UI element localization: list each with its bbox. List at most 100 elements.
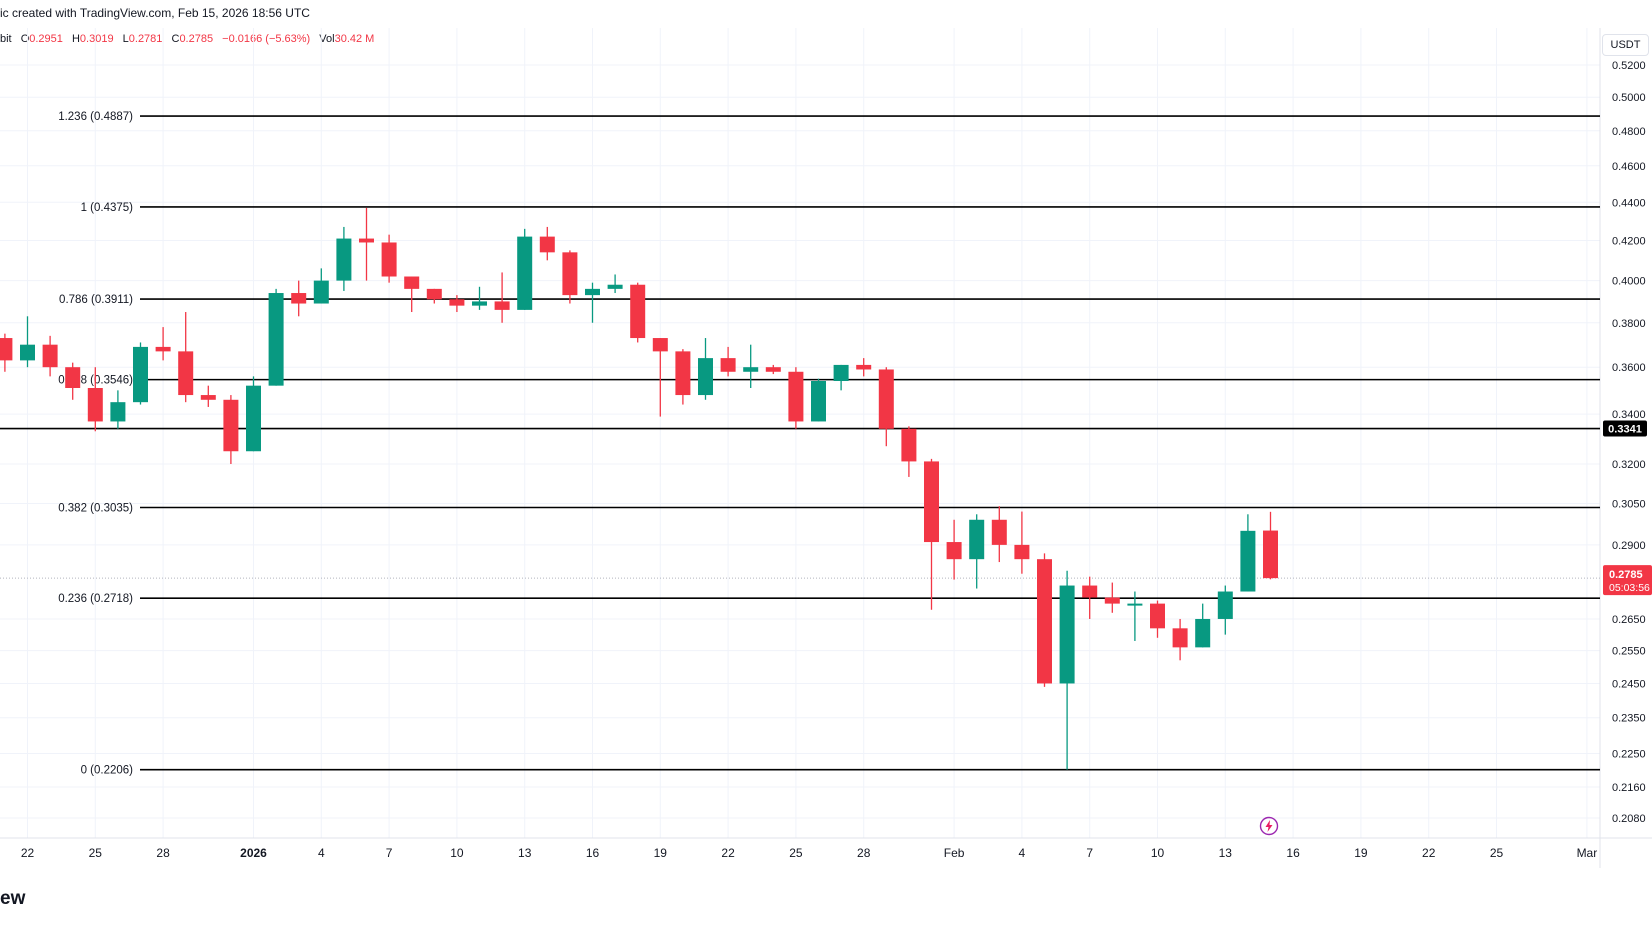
candle-body-down bbox=[1150, 603, 1165, 629]
candle-body-down bbox=[178, 351, 194, 396]
candle-body-down bbox=[991, 519, 1007, 545]
symbol-label[interactable]: bit bbox=[0, 33, 12, 45]
fib-level-label: 0 (0.2206) bbox=[81, 765, 134, 777]
candle-body-down bbox=[652, 338, 668, 352]
y-tick-label: 0.5000 bbox=[1612, 92, 1646, 104]
y-tick-label: 0.4400 bbox=[1612, 197, 1646, 209]
x-tick-label: Feb bbox=[944, 846, 965, 860]
x-tick-label: 4 bbox=[318, 846, 325, 860]
candle-body-down bbox=[1037, 559, 1052, 684]
candle-body-up bbox=[472, 301, 487, 306]
y-tick-label: 0.2350 bbox=[1612, 713, 1646, 725]
open-value: 0.2951 bbox=[29, 33, 63, 45]
volume-key: Vol bbox=[319, 33, 335, 45]
x-tick-label: 25 bbox=[1490, 846, 1504, 860]
x-tick-label: 7 bbox=[386, 846, 393, 860]
y-tick-label: 0.2900 bbox=[1612, 540, 1646, 552]
x-tick-label: 25 bbox=[789, 846, 803, 860]
candle-body-up bbox=[1127, 603, 1143, 606]
candle-body-down bbox=[426, 288, 442, 300]
candle-body-down bbox=[1263, 530, 1278, 579]
candle-body-down bbox=[42, 344, 58, 368]
lightning-bolt-icon[interactable] bbox=[1259, 816, 1279, 836]
candle-body-down bbox=[675, 351, 691, 396]
candle-body-up bbox=[133, 346, 148, 403]
fib-level-label: 0.382 (0.3035) bbox=[58, 502, 133, 514]
horizontal-level-badge bbox=[1603, 420, 1647, 437]
candle-body-down bbox=[562, 252, 578, 296]
fib-level-label: 0.786 (0.3911) bbox=[59, 294, 133, 306]
candle-body-up bbox=[110, 402, 126, 422]
candle-body-down bbox=[539, 236, 555, 253]
high-value: 0.3019 bbox=[79, 33, 114, 45]
x-tick-label: 16 bbox=[1286, 846, 1300, 860]
last-price-badge bbox=[1603, 565, 1652, 596]
y-tick-label: 0.2450 bbox=[1612, 678, 1646, 690]
low-key: L bbox=[122, 33, 129, 45]
fib-level-label: 1 (0.4375) bbox=[81, 202, 134, 214]
candle-body-down bbox=[765, 367, 781, 372]
candle-body-down bbox=[449, 299, 465, 306]
candle-body-up bbox=[246, 385, 261, 452]
change-value: −0.0166 (−5.63%) bbox=[222, 33, 311, 45]
candle-body-down bbox=[720, 358, 736, 372]
candle-body-down bbox=[0, 338, 13, 361]
candle-body-up bbox=[1059, 585, 1075, 684]
y-tick-label: 0.4800 bbox=[1612, 126, 1646, 138]
candle-body-down bbox=[223, 399, 239, 452]
candle-body-down bbox=[878, 369, 894, 429]
candle-body-up bbox=[313, 280, 329, 304]
currency-unit-button[interactable]: USDT bbox=[1602, 34, 1649, 56]
candle-body-down bbox=[856, 364, 872, 370]
y-tick-label: 0.4600 bbox=[1612, 161, 1646, 173]
x-tick-label: 22 bbox=[721, 846, 735, 860]
x-tick-label: 28 bbox=[156, 846, 170, 860]
candle-body-down bbox=[630, 284, 646, 339]
x-tick-label: 10 bbox=[1151, 846, 1165, 860]
y-tick-label: 0.2650 bbox=[1612, 614, 1646, 626]
x-tick-label: 13 bbox=[1219, 846, 1233, 860]
candle-body-down bbox=[494, 301, 510, 310]
y-tick-label: 0.4200 bbox=[1612, 236, 1646, 248]
candle-body-down bbox=[1172, 628, 1188, 648]
candle-body-down bbox=[946, 542, 962, 560]
y-tick-label: 0.5200 bbox=[1612, 60, 1646, 72]
open-key: O bbox=[20, 33, 30, 45]
x-tick-label: 25 bbox=[89, 846, 103, 860]
x-tick-label: 28 bbox=[857, 846, 871, 860]
last-price-countdown: 05:03:56 bbox=[1609, 582, 1650, 594]
candle-body-down bbox=[155, 346, 171, 352]
x-tick-label: 19 bbox=[654, 846, 668, 860]
x-tick-label: 4 bbox=[1019, 846, 1026, 860]
y-tick-label: 0.2250 bbox=[1612, 748, 1646, 760]
close-value: 0.2785 bbox=[179, 33, 214, 45]
candle-body-up bbox=[607, 284, 623, 289]
high-key: H bbox=[71, 33, 80, 45]
candle-body-up bbox=[698, 358, 713, 396]
x-tick-label: 22 bbox=[1422, 846, 1436, 860]
close-key: C bbox=[171, 33, 180, 45]
candle-body-up bbox=[20, 344, 35, 361]
x-tick-label: 2026 bbox=[240, 846, 267, 860]
x-tick-label: Mar bbox=[1577, 846, 1598, 860]
candle-body-down bbox=[381, 242, 397, 277]
y-tick-label: 0.3050 bbox=[1612, 498, 1646, 510]
x-tick-label: 13 bbox=[518, 846, 532, 860]
candle-body-up bbox=[1217, 591, 1233, 619]
candle-body-up bbox=[585, 288, 600, 296]
candle-body-up bbox=[517, 236, 533, 310]
fib-level-label: 1.236 (0.4887) bbox=[58, 111, 133, 123]
candle-body-up bbox=[833, 364, 849, 382]
y-tick-label: 0.3800 bbox=[1612, 318, 1646, 330]
candle-body-down bbox=[901, 428, 917, 462]
volume-value: 30.42 M bbox=[334, 33, 375, 45]
y-tick-label: 0.3600 bbox=[1612, 362, 1646, 374]
candle-body-up bbox=[336, 238, 352, 281]
candle-body-up bbox=[811, 381, 826, 422]
x-tick-label: 22 bbox=[21, 846, 35, 860]
low-value: 0.2781 bbox=[128, 33, 163, 45]
candle-body-up bbox=[268, 293, 284, 386]
candle-body-down bbox=[200, 395, 216, 400]
y-tick-label: 0.2160 bbox=[1612, 782, 1646, 794]
